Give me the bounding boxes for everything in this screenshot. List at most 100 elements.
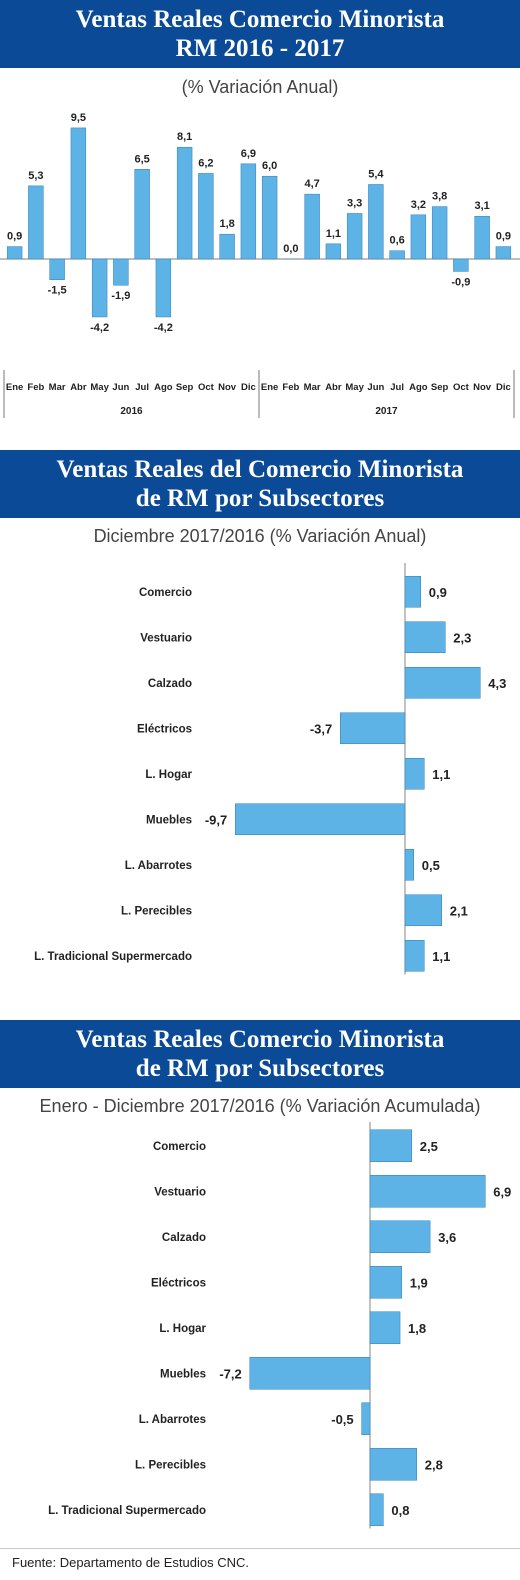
monthly-bar-19 bbox=[389, 250, 405, 260]
monthly-value-label: 1,1 bbox=[326, 228, 341, 240]
monthly-bar-13 bbox=[261, 175, 278, 260]
monthly-value-label: 6,5 bbox=[134, 153, 149, 165]
monthly-bar-6 bbox=[113, 258, 129, 286]
cumulative-bar-6 bbox=[249, 1357, 371, 1390]
december-category-label: L. Perecibles bbox=[121, 905, 192, 917]
cumulative-bar-1 bbox=[369, 1129, 412, 1162]
december-value-label: 1,1 bbox=[432, 767, 450, 782]
cumulative-bar-2 bbox=[369, 1175, 486, 1208]
cumulative-category-label: Comercio bbox=[153, 1141, 206, 1153]
monthly-value-label: 6,9 bbox=[241, 148, 256, 160]
monthly-value-label: -1,9 bbox=[111, 290, 130, 302]
december-bar-9 bbox=[404, 940, 425, 972]
source-divider bbox=[0, 1548, 520, 1549]
cumulative-category-label: Eléctricos bbox=[151, 1277, 206, 1289]
cumulative-category-label: Calzado bbox=[162, 1232, 206, 1244]
monthly-value-label: 3,8 bbox=[432, 191, 447, 203]
cumulative-bar-3 bbox=[369, 1220, 431, 1253]
monthly-bar-24 bbox=[495, 246, 512, 260]
december-bar-chart: 0,9 Comercio 2,3 Vestuario 4,3 Calzado -3,7 Elé… bbox=[34, 563, 506, 975]
monthly-bar-11 bbox=[219, 233, 235, 260]
monthly-subtitle: (% Variación Anual) bbox=[181, 77, 339, 97]
monthly-bar-16 bbox=[325, 243, 342, 260]
cumulative-bar-chart: 2,5 Comercio 6,9 Vestuario 3,6 Calzado 1,9 Eléc… bbox=[48, 1122, 511, 1529]
monthly-value-label: 6,0 bbox=[262, 160, 277, 172]
monthly-tick-label: Oct bbox=[453, 382, 470, 393]
monthly-tick-label: Nov bbox=[218, 382, 237, 393]
december-bar-3 bbox=[404, 667, 481, 699]
cumulative-value-label: 1,9 bbox=[410, 1275, 428, 1290]
cumulative-bar-8 bbox=[369, 1448, 418, 1481]
monthly-bar-20 bbox=[410, 214, 427, 260]
monthly-bar-17 bbox=[346, 213, 363, 260]
december-title-line2: de RM por Subsectores bbox=[135, 485, 385, 512]
cumulative-subtitle: Enero - Diciembre 2017/2016 (% Variación… bbox=[39, 1096, 481, 1116]
december-bar-7 bbox=[404, 849, 414, 881]
monthly-tick-label: Jun bbox=[367, 382, 384, 393]
december-title-banner: Ventas Reales del Comercio Minorista de … bbox=[0, 450, 520, 518]
monthly-bar-22 bbox=[453, 258, 469, 272]
december-value-label: 0,9 bbox=[429, 585, 447, 600]
december-value-label: 0,5 bbox=[422, 858, 440, 873]
cumulative-value-label: 2,8 bbox=[425, 1457, 443, 1472]
monthly-bar-8 bbox=[155, 258, 172, 318]
monthly-value-label: 0,0 bbox=[283, 243, 298, 255]
monthly-value-label: -4,2 bbox=[90, 322, 109, 334]
monthly-bar-chart: 0,9 Ene 5,3 Feb -1,5 Mar 9,5 Abr -4,2 May -1,9 Jun 6… bbox=[0, 112, 520, 418]
monthly-tick-label: Jul bbox=[390, 382, 404, 393]
source-note: Fuente: Departamento de Estudios CNC. bbox=[12, 1555, 250, 1570]
cumulative-value-label: 3,6 bbox=[438, 1230, 456, 1245]
cumulative-title-line2: de RM por Subsectores bbox=[135, 1055, 385, 1082]
monthly-value-label: 3,2 bbox=[411, 199, 426, 211]
monthly-value-label: -1,5 bbox=[48, 285, 67, 297]
monthly-value-label: 0,6 bbox=[389, 235, 404, 247]
december-value-label: -9,7 bbox=[205, 812, 227, 827]
monthly-value-label: 1,8 bbox=[219, 218, 234, 230]
cumulative-category-label: Muebles bbox=[160, 1368, 206, 1380]
december-category-label: Muebles bbox=[146, 814, 192, 826]
december-value-label: -3,7 bbox=[310, 721, 332, 736]
monthly-bar-1 bbox=[6, 246, 23, 260]
monthly-tick-label: Abr bbox=[325, 382, 342, 393]
monthly-tick-label: Ago bbox=[409, 382, 428, 393]
monthly-tick-label: Sep bbox=[176, 382, 194, 393]
monthly-bar-15 bbox=[304, 193, 320, 260]
monthly-tick-label: May bbox=[90, 382, 109, 393]
monthly-title-banner: Ventas Reales Comercio Minorista RM 2016… bbox=[0, 0, 520, 68]
cumulative-value-label: 1,8 bbox=[408, 1321, 426, 1336]
monthly-tick-label: Nov bbox=[473, 382, 492, 393]
december-subtitle: Diciembre 2017/2016 (% Variación Anual) bbox=[93, 526, 427, 546]
monthly-tick-label: Jul bbox=[135, 382, 149, 393]
december-bar-1 bbox=[404, 576, 421, 608]
monthly-tick-label: Ago bbox=[154, 382, 173, 393]
monthly-value-label: -4,2 bbox=[154, 322, 173, 334]
monthly-tick-label: Abr bbox=[70, 382, 87, 393]
monthly-bar-2 bbox=[28, 185, 44, 260]
monthly-value-label: 4,7 bbox=[304, 178, 319, 190]
monthly-tick-label: Ene bbox=[6, 382, 23, 393]
cumulative-bar-5 bbox=[369, 1311, 401, 1344]
cumulative-category-label: L. Tradicional Supermercado bbox=[48, 1505, 206, 1517]
december-value-label: 1,1 bbox=[432, 949, 450, 964]
monthly-bar-4 bbox=[70, 127, 87, 260]
monthly-bar-9 bbox=[176, 146, 193, 260]
cumulative-category-label: L. Abarrotes bbox=[139, 1414, 206, 1426]
december-category-label: Calzado bbox=[148, 678, 192, 690]
monthly-tick-label: Mar bbox=[49, 382, 66, 393]
monthly-tick-label: Dic bbox=[496, 382, 511, 393]
monthly-tick-label: Jun bbox=[112, 382, 129, 393]
monthly-tick-label: Sep bbox=[431, 382, 449, 393]
cumulative-value-label: 0,8 bbox=[391, 1503, 409, 1518]
cumulative-bar-9 bbox=[369, 1493, 384, 1526]
cumulative-category-label: L. Perecibles bbox=[135, 1459, 206, 1471]
monthly-bar-10 bbox=[198, 173, 214, 260]
monthly-tick-label: Oct bbox=[198, 382, 215, 393]
monthly-tick-label: Feb bbox=[27, 382, 44, 393]
monthly-value-label: 5,4 bbox=[368, 168, 384, 180]
monthly-tick-label: Mar bbox=[304, 382, 321, 393]
monthly-tick-label: Ene bbox=[261, 382, 278, 393]
december-value-label: 2,1 bbox=[450, 903, 468, 918]
cumulative-value-label: 2,5 bbox=[420, 1139, 438, 1154]
december-title-line1: Ventas Reales del Comercio Minorista bbox=[56, 456, 464, 483]
december-category-label: Vestuario bbox=[140, 632, 192, 644]
